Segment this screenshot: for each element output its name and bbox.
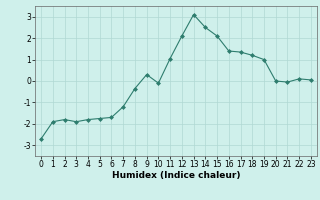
X-axis label: Humidex (Indice chaleur): Humidex (Indice chaleur) xyxy=(112,171,240,180)
